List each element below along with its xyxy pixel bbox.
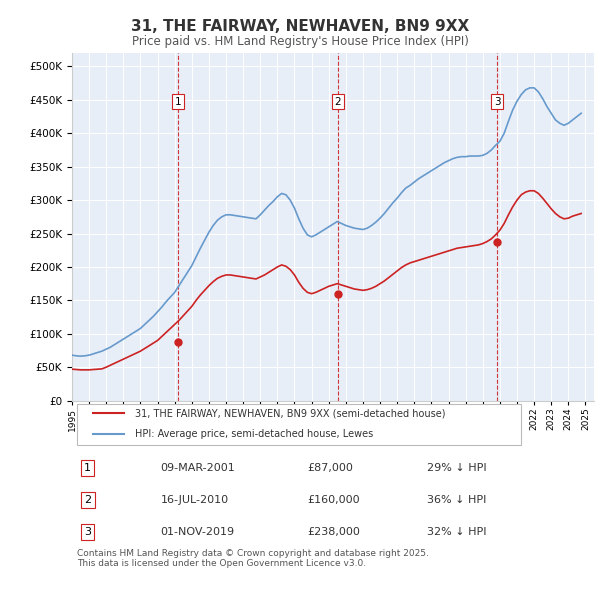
Text: 2: 2 [84, 495, 91, 505]
Text: HPI: Average price, semi-detached house, Lewes: HPI: Average price, semi-detached house,… [134, 430, 373, 440]
Text: 29% ↓ HPI: 29% ↓ HPI [427, 463, 487, 473]
Text: 3: 3 [84, 527, 91, 537]
Text: Price paid vs. HM Land Registry's House Price Index (HPI): Price paid vs. HM Land Registry's House … [131, 35, 469, 48]
Text: £160,000: £160,000 [307, 495, 359, 505]
Text: 01-NOV-2019: 01-NOV-2019 [161, 527, 235, 537]
Text: 1: 1 [84, 463, 91, 473]
Text: 2: 2 [335, 97, 341, 107]
Text: 31, THE FAIRWAY, NEWHAVEN, BN9 9XX (semi-detached house): 31, THE FAIRWAY, NEWHAVEN, BN9 9XX (semi… [134, 408, 445, 418]
Text: 36% ↓ HPI: 36% ↓ HPI [427, 495, 487, 505]
Text: 31, THE FAIRWAY, NEWHAVEN, BN9 9XX: 31, THE FAIRWAY, NEWHAVEN, BN9 9XX [131, 19, 469, 34]
Text: 32% ↓ HPI: 32% ↓ HPI [427, 527, 487, 537]
FancyBboxPatch shape [77, 404, 521, 445]
Text: Contains HM Land Registry data © Crown copyright and database right 2025.
This d: Contains HM Land Registry data © Crown c… [77, 549, 429, 568]
Text: 1: 1 [175, 97, 181, 107]
Text: £238,000: £238,000 [307, 527, 360, 537]
Text: 3: 3 [494, 97, 500, 107]
Text: 16-JUL-2010: 16-JUL-2010 [161, 495, 229, 505]
Text: 09-MAR-2001: 09-MAR-2001 [161, 463, 235, 473]
Text: £87,000: £87,000 [307, 463, 353, 473]
